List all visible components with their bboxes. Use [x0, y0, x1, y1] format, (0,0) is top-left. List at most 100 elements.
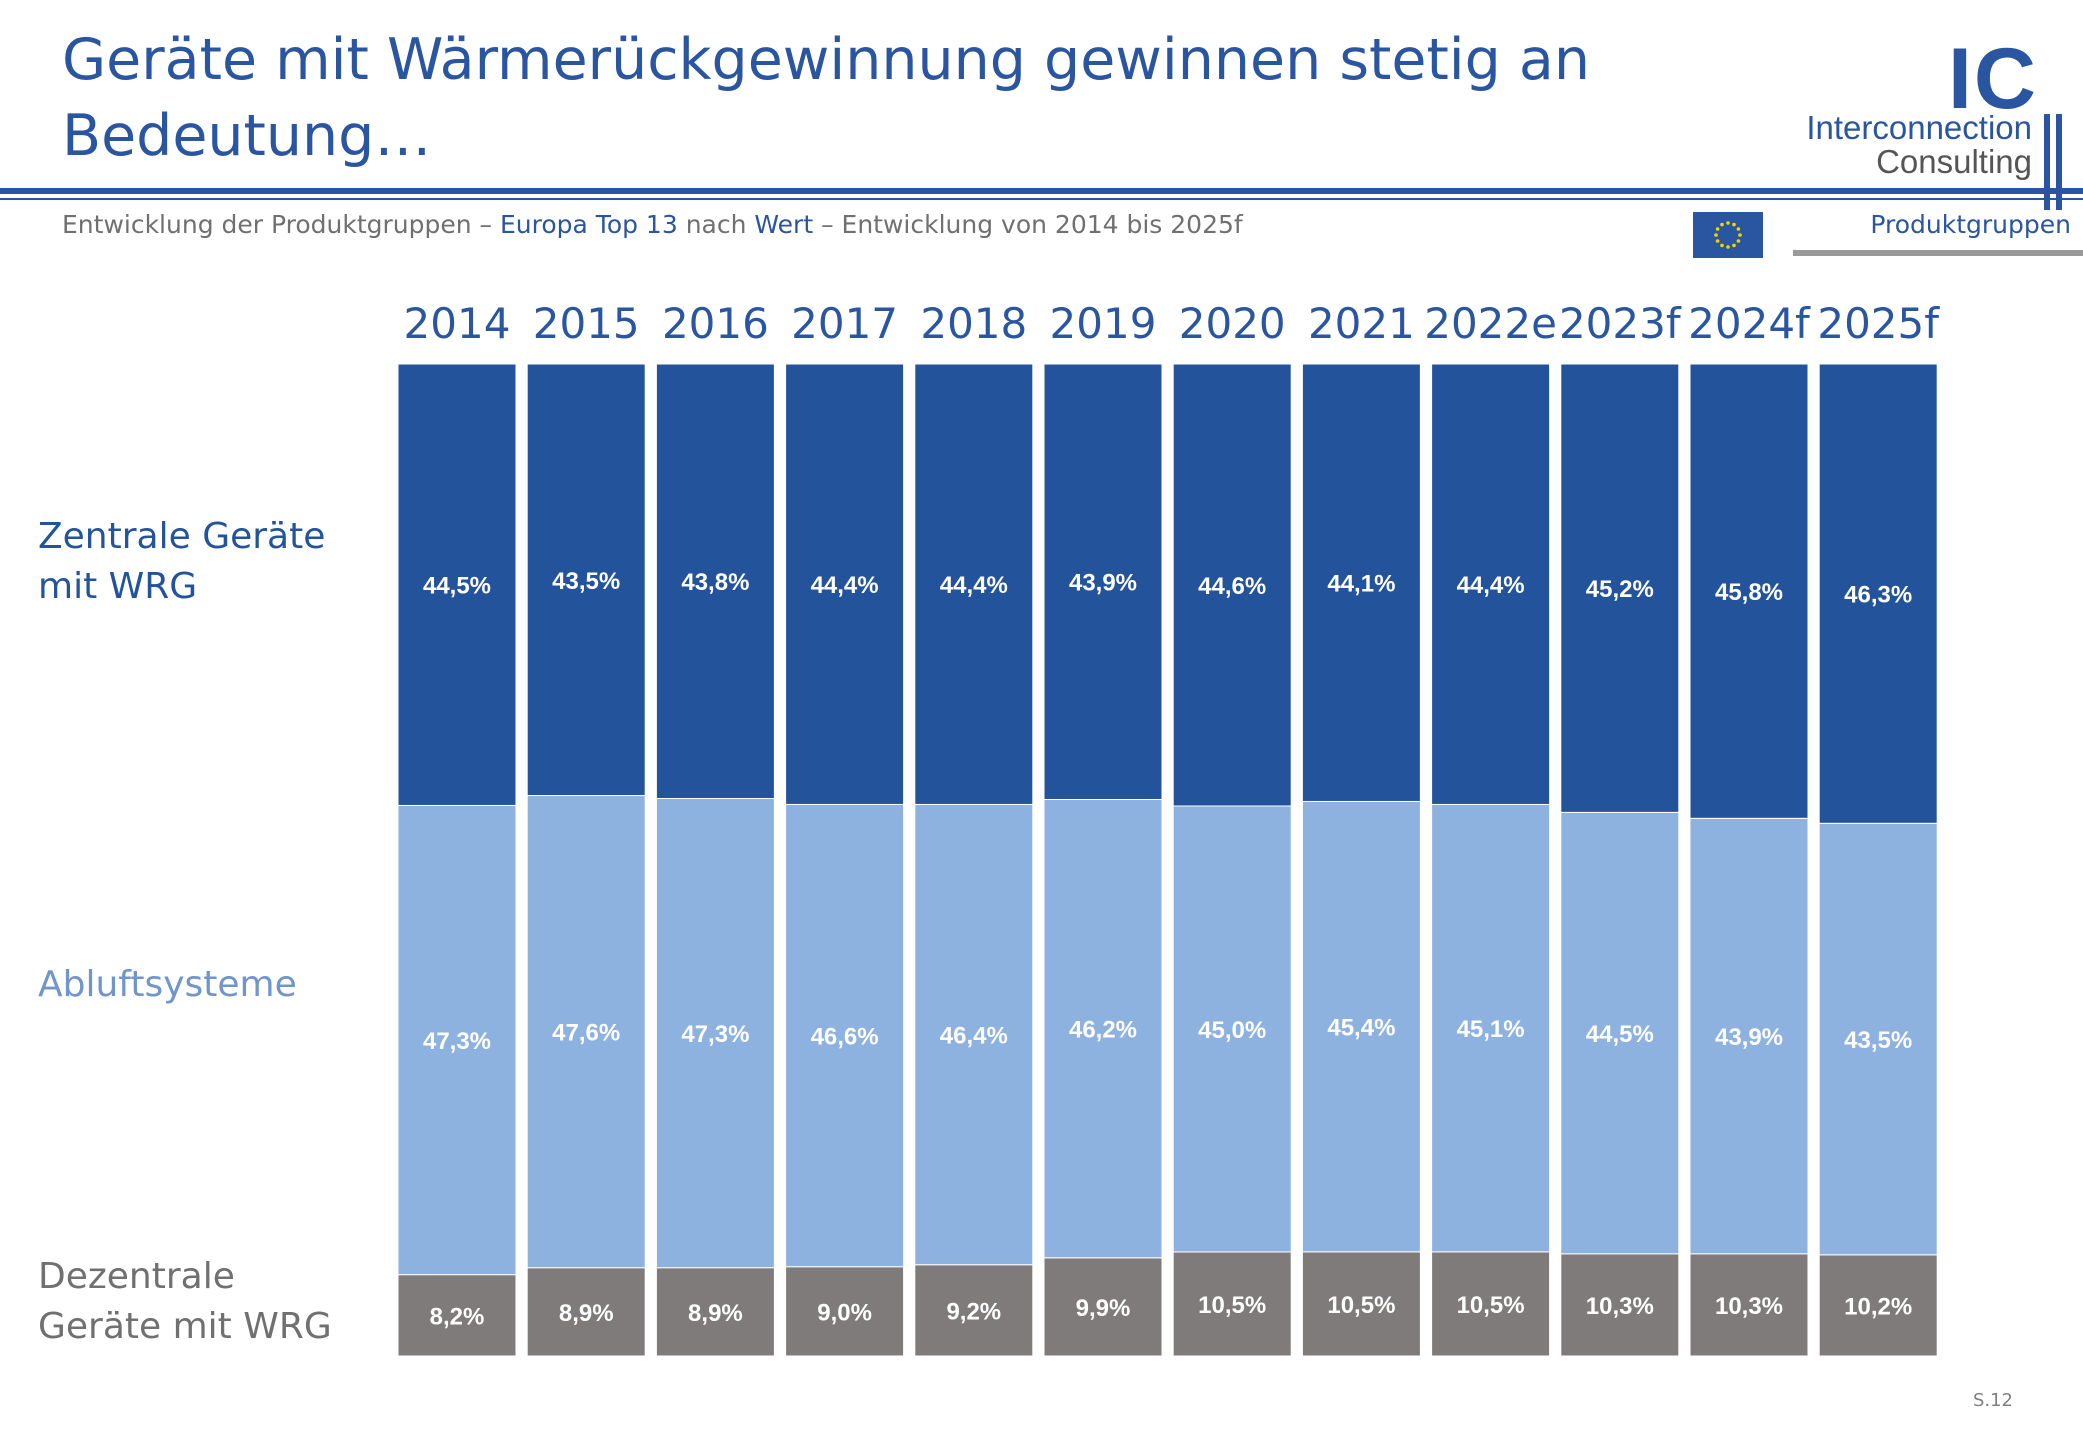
- bar-segment: [1172, 363, 1292, 807]
- bar-segment: [1689, 817, 1809, 1255]
- data-label: 9,0%: [817, 1299, 872, 1326]
- x-tick-label: 2015: [533, 299, 640, 348]
- data-label: 9,9%: [1076, 1295, 1131, 1322]
- bar-segment: [1560, 1253, 1680, 1357]
- data-label: 45,0%: [1198, 1017, 1266, 1044]
- data-label: 45,2%: [1586, 576, 1654, 603]
- bar-segment: [1301, 363, 1421, 802]
- x-tick-label: 2023f: [1559, 299, 1682, 348]
- bar-segment: [1431, 1251, 1551, 1357]
- x-tick-label: 2017: [791, 299, 898, 348]
- subtitle-part-1: Entwicklung der Produktgruppen –: [62, 210, 500, 239]
- legend-abluft: Abluftsysteme: [38, 960, 368, 1010]
- data-label: 46,2%: [1069, 1017, 1137, 1044]
- data-label: 44,4%: [940, 572, 1008, 599]
- x-tick-label: 2014: [404, 299, 511, 348]
- bar-segment: [1560, 363, 1680, 813]
- legend-zentrale-line-1: Zentrale Geräte: [38, 516, 326, 557]
- eu-flag-icon: [1693, 212, 1763, 258]
- legend-zentrale-line-2: mit WRG: [38, 566, 198, 607]
- data-label: 44,4%: [1457, 572, 1525, 599]
- page-title: Geräte mit Wärmerückgewinnung gewinnen s…: [62, 27, 1590, 169]
- bar-segment: [655, 797, 775, 1269]
- x-tick-label: 2024f: [1688, 299, 1811, 348]
- data-label: 45,4%: [1327, 1015, 1395, 1042]
- bar-segment: [785, 363, 905, 805]
- data-label: 10,3%: [1715, 1293, 1783, 1320]
- data-label: 44,6%: [1198, 573, 1266, 600]
- bar-segment: [526, 363, 646, 797]
- data-label: 46,4%: [940, 1023, 1008, 1050]
- data-label: 47,3%: [423, 1028, 491, 1055]
- bar-segment: [1043, 1257, 1163, 1357]
- x-tick-label: 2021: [1308, 299, 1415, 348]
- data-label: 47,3%: [681, 1021, 749, 1048]
- x-tick-label: 2018: [920, 299, 1027, 348]
- data-label: 45,8%: [1715, 579, 1783, 606]
- bar-segment: [1431, 803, 1551, 1253]
- bar-segment: [1818, 363, 1938, 824]
- bar-segment: [1043, 363, 1163, 800]
- bar-segment: [1818, 1254, 1938, 1357]
- bar-segment: [1301, 800, 1421, 1253]
- bar-segment: [1301, 1251, 1421, 1357]
- subtitle-part-3: nach: [677, 210, 755, 239]
- data-label: 43,5%: [552, 568, 620, 595]
- bar-segment: [655, 1267, 775, 1357]
- bar-segment: [397, 804, 517, 1276]
- data-label: 9,2%: [946, 1298, 1001, 1325]
- data-label: 8,9%: [688, 1300, 743, 1327]
- data-label: 10,5%: [1327, 1292, 1395, 1319]
- legend-dezentrale: Dezentrale Geräte mit WRG: [38, 1252, 368, 1352]
- x-tick-label: 2025f: [1817, 299, 1940, 348]
- data-label: 44,4%: [811, 572, 879, 599]
- logo-line-2: Consulting: [1876, 143, 2032, 180]
- data-label: 44,5%: [423, 573, 491, 600]
- page-number: S.12: [1972, 1390, 2013, 1411]
- bar-segment: [655, 363, 775, 799]
- legend-dezentrale-line-2: Geräte mit WRG: [38, 1306, 332, 1347]
- data-label: 43,8%: [681, 569, 749, 596]
- bar-segment: [1172, 1251, 1292, 1357]
- data-label: 44,1%: [1327, 571, 1395, 598]
- legend-dezentrale-line-1: Dezentrale: [38, 1256, 235, 1297]
- legend-zentrale: Zentrale Geräte mit WRG: [38, 512, 368, 612]
- data-label: 10,3%: [1586, 1293, 1654, 1320]
- data-label: 44,5%: [1586, 1021, 1654, 1048]
- data-label: 47,6%: [552, 1020, 620, 1047]
- bar-segment: [785, 803, 905, 1268]
- x-tick-label: 2022e: [1424, 299, 1557, 348]
- legend-abluft-line-1: Abluftsysteme: [38, 964, 297, 1005]
- logo-line-1: Interconnection: [1806, 109, 2032, 146]
- bar-segment: [1172, 805, 1292, 1253]
- bar-segment: [914, 1264, 1034, 1357]
- x-tick-label: 2020: [1179, 299, 1286, 348]
- bar-segment: [785, 1266, 905, 1357]
- subtitle-region: Europa Top 13: [500, 210, 678, 239]
- data-label: 10,5%: [1457, 1292, 1525, 1319]
- bar-segment: [1689, 1253, 1809, 1357]
- data-label: 10,2%: [1844, 1293, 1912, 1320]
- bar-segment: [526, 1267, 646, 1357]
- data-label: 10,5%: [1198, 1292, 1266, 1319]
- bar-segment: [397, 363, 517, 806]
- bar-segment: [914, 803, 1034, 1266]
- data-label: 45,1%: [1457, 1016, 1525, 1043]
- logo-mark: IC: [1948, 31, 2038, 127]
- slide-subtitle: Entwicklung der Produktgruppen – Europa …: [62, 210, 1243, 239]
- header-rule-thin: [0, 198, 2083, 200]
- subtitle-measure: Wert: [754, 210, 814, 239]
- subtitle-part-5: – Entwicklung von 2014 bis 2025f: [813, 210, 1243, 239]
- section-tab-produktgruppen[interactable]: Produktgruppen: [1870, 210, 2071, 239]
- data-label: 43,9%: [1069, 570, 1137, 597]
- data-label: 8,9%: [559, 1300, 614, 1327]
- bar-segment: [1689, 363, 1809, 819]
- data-label: 8,2%: [430, 1303, 485, 1330]
- data-label: 43,9%: [1715, 1024, 1783, 1051]
- bar-segment: [1431, 363, 1551, 805]
- bar-segment: [526, 795, 646, 1269]
- bar-segment: [1043, 798, 1163, 1259]
- bar-segment: [1560, 811, 1680, 1255]
- section-tab-underline: [1793, 250, 2083, 256]
